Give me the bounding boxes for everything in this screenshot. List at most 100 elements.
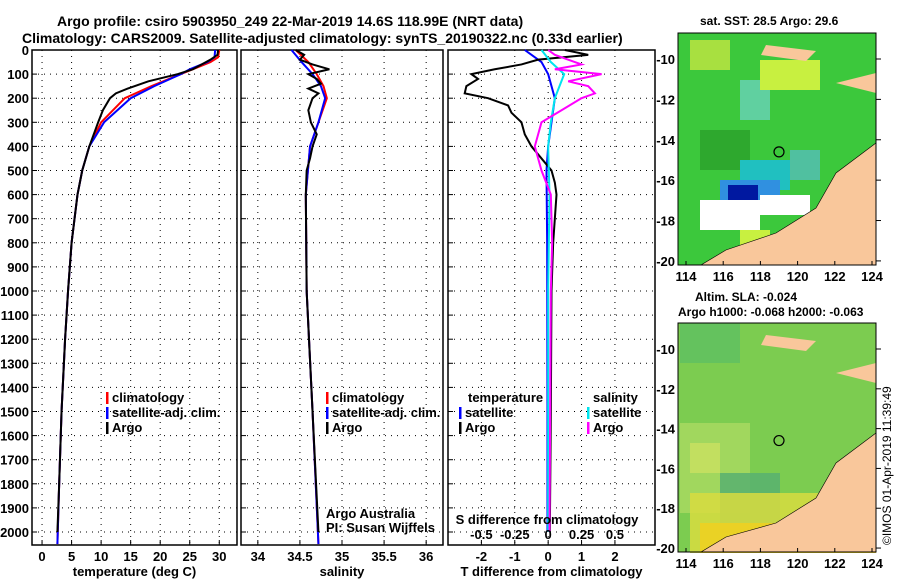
y-tick-label: 1000	[0, 284, 29, 299]
sdiff-satellite-line	[540, 49, 566, 532]
map-frame	[677, 322, 877, 553]
sdiff-argo-line	[533, 49, 602, 533]
map-lat-label: -20	[656, 254, 675, 269]
x-tick-label: 25	[183, 549, 197, 564]
y-tick-label: 400	[7, 139, 29, 154]
sla-patch	[680, 323, 740, 363]
plot-frame-1	[31, 49, 238, 546]
s-diff-tick-label: 0.25	[569, 527, 594, 542]
sst-map: 114 116 118 120 122 124 -10 -12 -14 -16 -18 -20	[656, 32, 884, 284]
map-lon-label: 116	[713, 269, 734, 284]
argo-location-marker	[773, 146, 785, 158]
sal-satellite-adj-legend-label: satellite-adj. clim.	[332, 405, 440, 420]
argo-legend-label: Argo	[112, 420, 142, 435]
map-frame	[677, 32, 877, 266]
argo-swatch	[106, 422, 109, 434]
x-axis-label: temperature (deg C)	[73, 564, 197, 579]
x-tick-label: 10	[94, 549, 108, 564]
satellite-adj-swatch	[106, 407, 109, 419]
x-axis-label: T difference from climatology	[460, 564, 643, 579]
x-tick-label: 35	[335, 549, 349, 564]
map-lon-label: 124	[861, 556, 883, 571]
y-tick-label: 800	[7, 236, 29, 251]
sla-patch	[690, 443, 720, 473]
sal-argo-line	[295, 49, 330, 533]
map-lat-label: -20	[656, 541, 675, 556]
satellite-adj-legend-label: satellite-adj. clim.	[112, 405, 220, 420]
y-tick-label: 1500	[0, 405, 29, 420]
map-lat-label: -16	[656, 461, 675, 476]
map-lat-label: -10	[656, 342, 675, 357]
sal-climatology-legend-label: climatology	[332, 390, 405, 405]
x-tick-label: -1	[509, 549, 521, 564]
sal-argo-legend-label: Argo	[332, 420, 362, 435]
sst-patch	[700, 200, 760, 230]
sst-patch	[728, 185, 758, 200]
y-tick-label: 2000	[0, 525, 29, 540]
y-tick-label: 300	[7, 115, 29, 130]
map-lon-label: 122	[824, 556, 846, 571]
tdiff-argo-line	[463, 49, 589, 533]
y-tick-label: 500	[7, 164, 29, 179]
sal-satellite-line	[290, 49, 327, 545]
tdiff-satellite-legend-label: satellite	[465, 405, 513, 420]
sst-patch	[760, 60, 820, 90]
s-diff-tick-label: 0	[545, 527, 552, 542]
x-tick-label: 34.5	[287, 549, 312, 564]
y-tick-label: 1200	[0, 332, 29, 347]
x-tick-label: 36	[419, 549, 433, 564]
tdiff-satellite-swatch	[459, 407, 462, 419]
map-lat-label: -14	[656, 133, 676, 148]
map-lon-label: 122	[824, 269, 846, 284]
s-diff-tick-label: -0.5	[470, 527, 492, 542]
x-tick-label: 0	[545, 549, 552, 564]
map-lon-label: 118	[750, 269, 771, 284]
y-tick-label: 1400	[0, 380, 29, 395]
climatology-swatch	[106, 392, 109, 404]
sdiff-argo-legend-label: Argo	[593, 420, 623, 435]
x-tick-label: 35.5	[371, 549, 396, 564]
map-lon-label: 114	[676, 556, 698, 571]
x-tick-label: 34	[251, 549, 266, 564]
map-lat-label: -18	[656, 214, 675, 229]
sdiff-satellite-swatch	[587, 407, 590, 419]
y-tick-label: 1700	[0, 453, 29, 468]
annotation-line1: Argo Australia	[326, 506, 416, 521]
temp-argo-line	[56, 49, 220, 533]
plot-frame-3	[447, 49, 656, 546]
x-tick-label: -2	[476, 549, 488, 564]
sal-argo-swatch	[326, 422, 329, 434]
map-lat-label: -10	[656, 52, 675, 67]
sal-climatology-swatch	[326, 392, 329, 404]
tdiff-argo-legend-label: Argo	[465, 420, 495, 435]
map-lat-label: -16	[656, 173, 675, 188]
x-tick-label: 2	[611, 549, 618, 564]
sst-patch	[790, 150, 820, 180]
y-tick-label: 1800	[0, 477, 29, 492]
x-tick-label: 20	[153, 549, 167, 564]
credit-text: ©IMOS 01-Apr-2019 11:39:49	[880, 386, 894, 545]
sla-map: 114 116 118 120 122 124 -10 -12 -14 -16 -18 -20	[656, 322, 884, 571]
sst-map-title: sat. SST: 28.5 Argo: 29.6	[700, 14, 839, 28]
x-tick-label: 1	[578, 549, 585, 564]
temp-legend-title: temperature	[468, 390, 543, 405]
sal-satellite-adj-swatch	[326, 407, 329, 419]
x-tick-label: 5	[68, 549, 75, 564]
y-tick-label: 100	[7, 67, 29, 82]
annotation-line2: PI: Susan Wijffels	[326, 520, 435, 535]
map-lon-label: 116	[713, 556, 734, 571]
y-tick-label: 1300	[0, 356, 29, 371]
map-lat-label: -18	[656, 501, 675, 516]
tdiff-argo-swatch	[459, 422, 462, 434]
y-tick-label: 0	[22, 43, 29, 58]
map-lon-label: 114	[676, 269, 698, 284]
x-tick-label: 30	[212, 549, 226, 564]
y-tick-label: 1900	[0, 501, 29, 516]
x-axis-label: salinity	[320, 564, 366, 579]
land-timor	[836, 363, 876, 383]
sal-legend-title: salinity	[593, 390, 639, 405]
s-diff-label: S difference from climatology	[456, 512, 640, 527]
y-tick-label: 1600	[0, 429, 29, 444]
s-diff-tick-label: 0.5	[606, 527, 624, 542]
land-island	[761, 45, 816, 61]
